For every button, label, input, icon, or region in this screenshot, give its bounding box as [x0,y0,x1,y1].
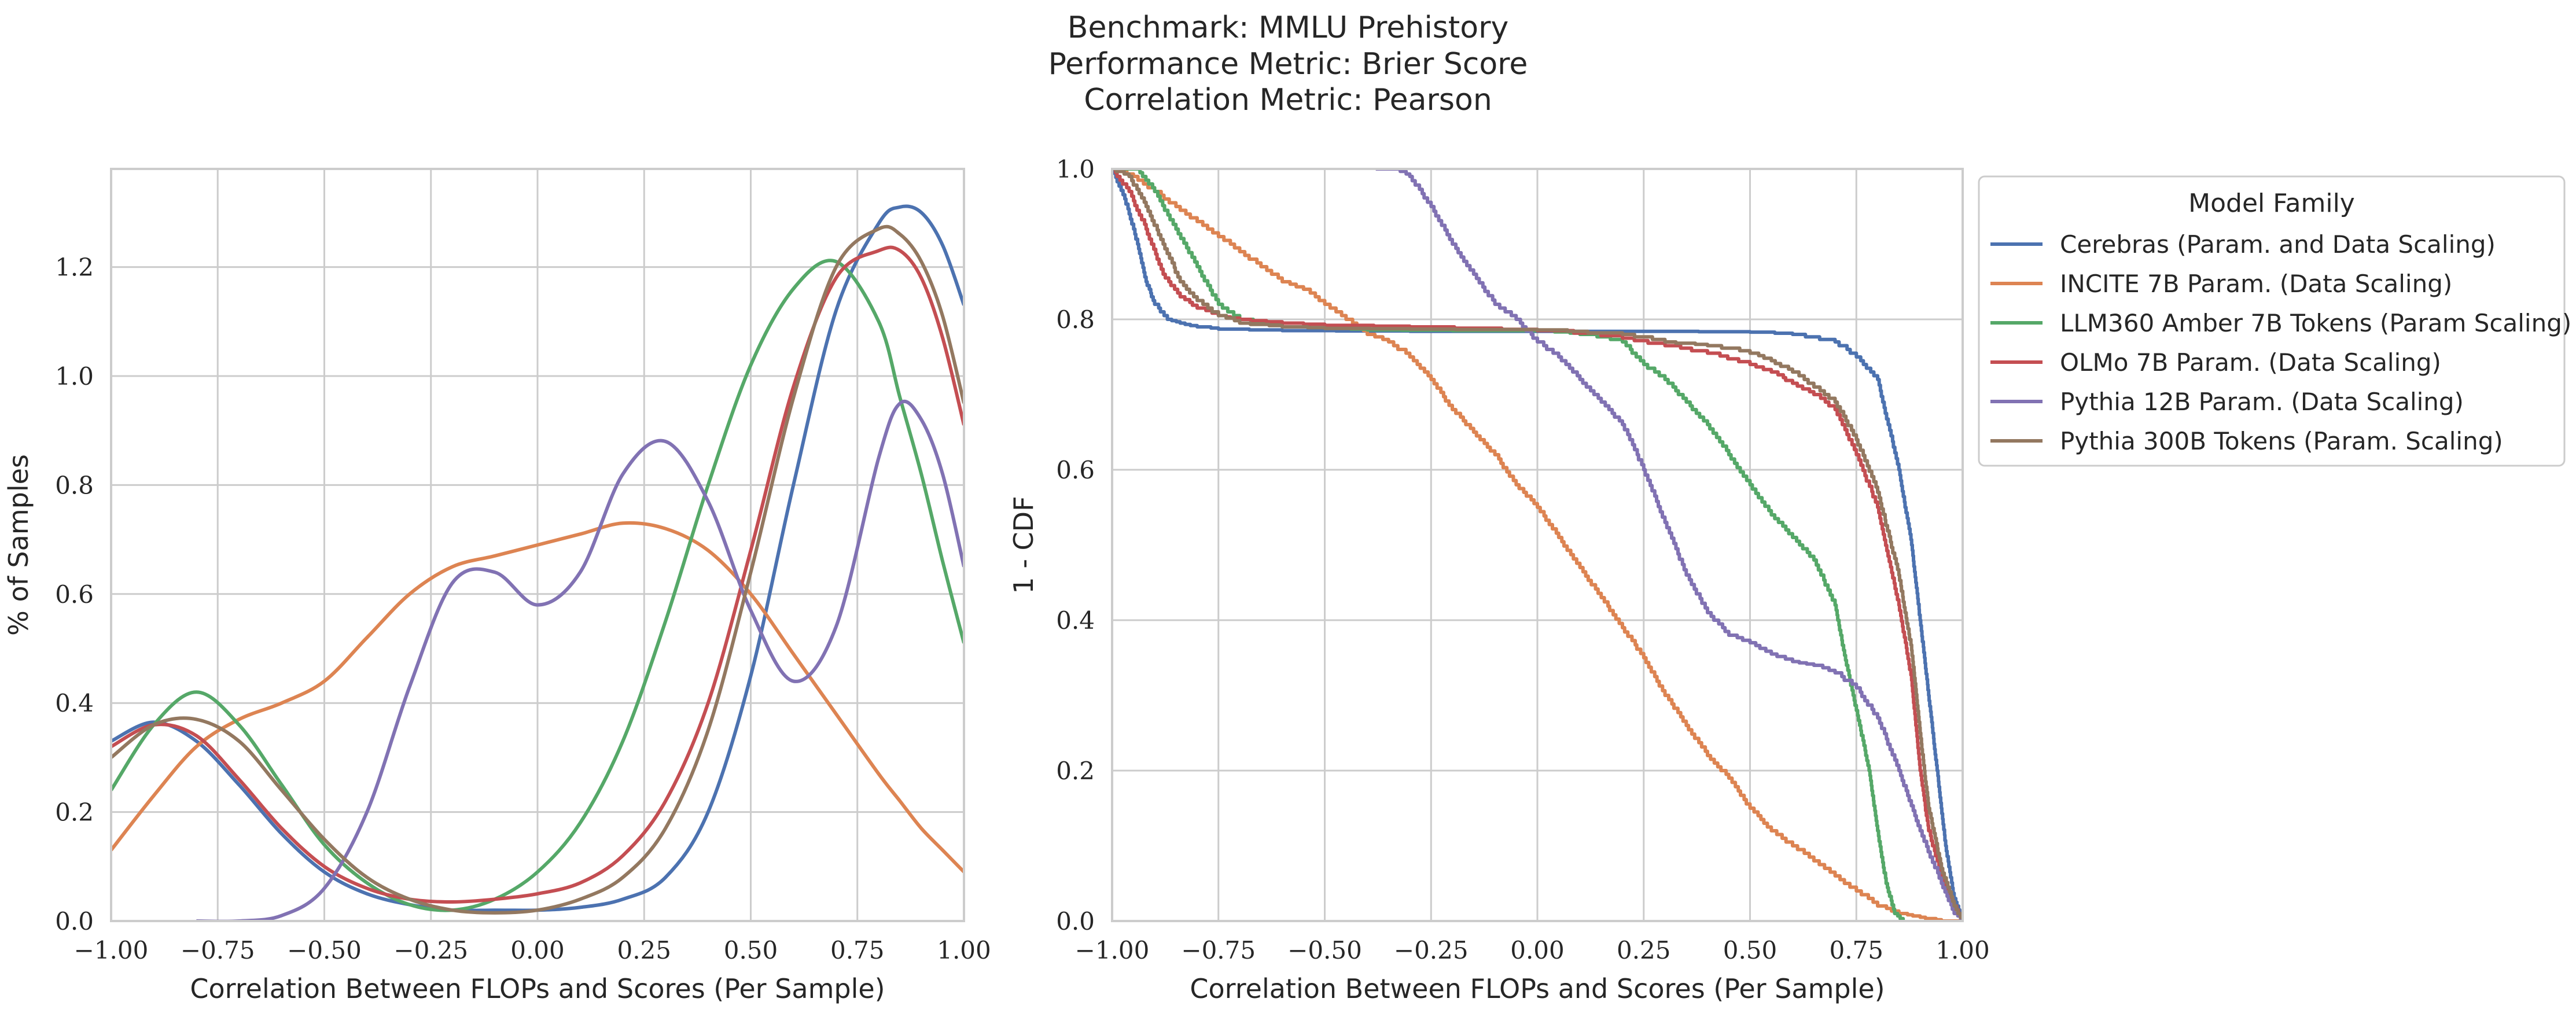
x-tick-label: −0.25 [393,936,468,964]
series-group [1112,169,1963,921]
y-tick-label: 0.0 [55,907,94,935]
y-axis-label: 1 - CDF [1008,496,1039,594]
y-tick-label: 0.4 [1056,606,1095,635]
x-axis-label: Correlation Between FLOPs and Scores (Pe… [190,973,885,1004]
y-tick-label: 0.2 [55,798,94,827]
series-line-Pythia300B [111,224,964,915]
series-line-Cerebras [1112,169,1963,921]
x-tick-label: 0.25 [1617,936,1671,964]
title-line-1: Benchmark: MMLU Prehistory [1068,10,1508,45]
x-tick-label: 0.00 [1510,936,1565,964]
kde-panel: −1.00 −0.75 −0.50 −0.25 0.00 0.25 0.50 0.75 1.00… [3,168,991,1004]
y-tick-label: 0.2 [1056,757,1095,785]
series-line-Pythia12B [196,400,964,921]
x-tick-label: 0.25 [617,936,671,964]
x-tick-label: −0.50 [287,936,362,964]
figure-title: Benchmark: MMLU Prehistory Performance M… [1048,10,1528,117]
y-tick-label: 1.0 [55,362,94,391]
y-tick-label: 0.4 [55,689,94,717]
legend-label-LLM360: LLM360 Amber 7B Tokens (Param Scaling) [2060,309,2571,337]
grid [1111,168,1964,922]
x-tick-label: 0.75 [1829,936,1883,964]
x-tick-label: −0.75 [1181,936,1256,964]
legend-label-Pythia300B: Pythia 300B Tokens (Param. Scaling) [2060,427,2503,455]
series-line-Pythia12B [1375,169,1963,921]
y-tick-label: 0.6 [1056,456,1095,484]
series-line-Pythia300B [1112,169,1963,921]
tick-labels: −1.00 −0.75 −0.50 −0.25 0.00 0.25 0.50 0.75 1.00… [1056,155,1990,964]
legend-label-Cerebras: Cerebras (Param. and Data Scaling) [2060,230,2496,259]
series-line-INCITE [111,521,964,874]
plot-frame [1111,168,1964,922]
legend-title: Model Family [2188,189,2355,218]
title-line-2: Performance Metric: Brier Score [1048,47,1528,82]
x-tick-label: −0.50 [1287,936,1362,964]
survival-panel: −1.00 −0.75 −0.50 −0.25 0.00 0.25 0.50 0.75 1.00… [1008,155,1990,1004]
legend-label-Pythia12B: Pythia 12B Param. (Data Scaling) [2060,388,2464,416]
series-line-OLMo [111,245,964,904]
x-axis-label: Correlation Between FLOPs and Scores (Pe… [1190,973,1885,1004]
x-tick-label: −1.00 [1075,936,1150,964]
x-tick-label: 0.00 [510,936,565,964]
y-tick-label: 0.0 [1056,907,1095,935]
y-tick-label: 0.6 [55,580,94,609]
series-line-INCITE [1112,169,1963,921]
legend: Model Family Cerebras (Param. and Data S… [1978,175,2571,467]
plot-frame [110,168,965,922]
y-tick-label: 1.0 [1056,155,1095,183]
tick-labels: −1.00 −0.75 −0.50 −0.25 0.00 0.25 0.50 0.75 1.00… [55,253,991,964]
x-tick-label: −1.00 [74,936,149,964]
series-line-LLM360 [1112,169,1905,921]
series-line-OLMo [1112,169,1963,921]
legend-label-INCITE: INCITE 7B Param. (Data Scaling) [2060,270,2452,298]
x-tick-label: −0.75 [181,936,255,964]
y-tick-label: 1.2 [55,253,94,282]
title-line-3: Correlation Metric: Pearson [1084,83,1492,117]
y-tick-label: 0.8 [1056,305,1095,334]
x-tick-label: 0.75 [830,936,885,964]
legend-frame [1978,175,2566,467]
x-tick-label: 0.50 [724,936,778,964]
series-line-LLM360 [111,259,964,912]
legend-label-OLMo: OLMo 7B Param. (Data Scaling) [2060,348,2441,377]
y-axis-label: % of Samples [3,454,34,636]
x-tick-label: 1.00 [1935,936,1990,964]
x-tick-label: 1.00 [937,936,991,964]
series-group [111,204,964,921]
x-tick-label: −0.25 [1394,936,1469,964]
x-tick-label: 0.50 [1723,936,1778,964]
legend-items: Cerebras (Param. and Data Scaling) INCITE… [1990,230,2571,455]
y-tick-label: 0.8 [55,471,94,499]
